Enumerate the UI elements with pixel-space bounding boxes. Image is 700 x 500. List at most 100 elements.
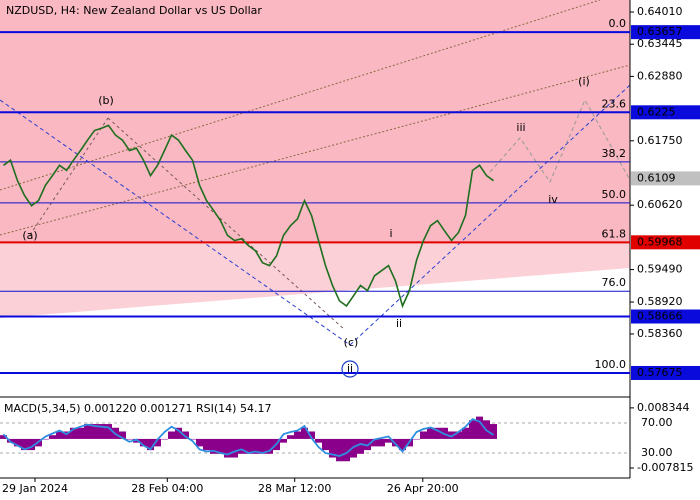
price-mark-label: 0.57675 [637,366,683,379]
wave-label: iii [516,121,525,134]
price-mark-label: 0.63657 [637,25,683,38]
macd-bar [175,427,182,439]
wave-label: (b) [98,94,114,107]
macd-bar [371,438,378,447]
macd-bar [308,431,315,439]
macd-bar [336,438,343,462]
macd-bar [182,431,189,439]
fib-label: 50.0 [602,188,627,201]
macd-bar [98,424,105,439]
price-mark-box [631,105,700,120]
macd-bar [294,431,301,439]
macd-bar [427,427,434,439]
pink-zone [0,0,630,242]
macd-bar [434,427,441,439]
price-line [3,124,494,309]
macd-bar [245,438,252,454]
wave-label: ii [347,362,353,375]
macd-bar [462,427,469,439]
fib-label: 38.2 [602,147,627,160]
wave-line [107,117,346,331]
macd-bar [161,438,168,440]
price-mark-box [631,309,700,324]
price-mark-box [631,171,700,186]
macd-bar [413,438,420,440]
macd-bar [420,431,427,439]
macd-bar [469,420,476,439]
macd-bar [224,438,231,458]
price-mark-box [631,25,700,40]
macd-bar [217,438,224,454]
macd-bar [168,431,175,439]
macd-bar [350,438,357,458]
x-tick-label: 26 Apr 20:00 [387,482,459,495]
price-mark-label: 0.58666 [637,310,683,323]
macd-bar [70,427,77,439]
price-mark-label: 0.59968 [637,235,683,248]
macd-bar [140,438,147,447]
y-tick-label: 0.008344 [637,401,690,414]
rsi-line [2,418,494,457]
wave-label: iv [548,193,558,206]
y2-tick-label: 70.00 [641,416,673,429]
macd-bar [21,438,28,451]
macd-bar [259,438,266,454]
macd-bar [210,438,217,454]
channel-line [349,84,631,346]
macd-bar [42,438,49,440]
wave-label: ii [396,317,402,330]
wave-label: (i) [578,75,590,88]
macd-bar [77,427,84,439]
y2-tick-label: 30.00 [641,446,673,459]
y-tick-label: 0.58360 [637,327,683,340]
wave-label: i [389,227,392,240]
macd-bar [448,431,455,439]
wave-circle [341,360,359,378]
y-tick-label: 0.64010 [637,5,683,18]
x-tick-label: 28 Feb 04:00 [131,482,203,495]
fib-label: 76.0 [602,276,627,289]
fib-label: 23.6 [602,97,627,110]
macd-bar [301,427,308,439]
macd-bar [357,438,364,454]
y-tick-label: 0.60620 [637,198,683,211]
channel-line [0,99,351,346]
macd-bar [266,438,273,454]
macd-bar [490,424,497,439]
macd-bar [203,438,210,451]
macd-bar [126,438,133,440]
fib-label: 0.0 [609,17,627,30]
price-mark-box [631,365,700,380]
macd-bar [238,438,245,454]
wave-label: (a) [22,229,37,242]
macd-bar [119,431,126,439]
y-tick-label: -0.007815 [637,461,693,474]
macd-bar [252,438,259,454]
macd-bar [287,435,294,439]
y-tick-label: 0.61750 [637,134,683,147]
x-tick-label: 28 Mar 12:00 [258,482,331,495]
forecast-path [489,98,631,184]
macd-bar [91,424,98,439]
macd-bar [56,431,63,439]
macd-bar [329,438,336,458]
macd-bar [14,438,21,447]
macd-bar [105,424,112,439]
y-tick-label: 0.59490 [637,263,683,276]
macd-bar [84,424,91,439]
macd-bar [147,438,154,451]
y-tick-label: 0.63445 [637,37,683,50]
macd-bar [49,435,56,439]
fib-label: 61.8 [602,227,627,240]
macd-bar [322,438,329,451]
chart-title: NZDUSD, H4: New Zealand Dollar vs US Dol… [6,4,262,17]
indicator-title: MACD(5,34,5) 0.001220 0.001271 RSI(14) 5… [4,402,271,415]
macd-bar [455,431,462,439]
pink-wedge [0,242,630,318]
price-mark-label: 0.6109 [637,171,676,184]
macd-bar [399,438,406,451]
macd-bar [189,438,196,440]
price-mark-label: 0.6225 [637,105,676,118]
y-tick-label: 0.58920 [637,295,683,308]
